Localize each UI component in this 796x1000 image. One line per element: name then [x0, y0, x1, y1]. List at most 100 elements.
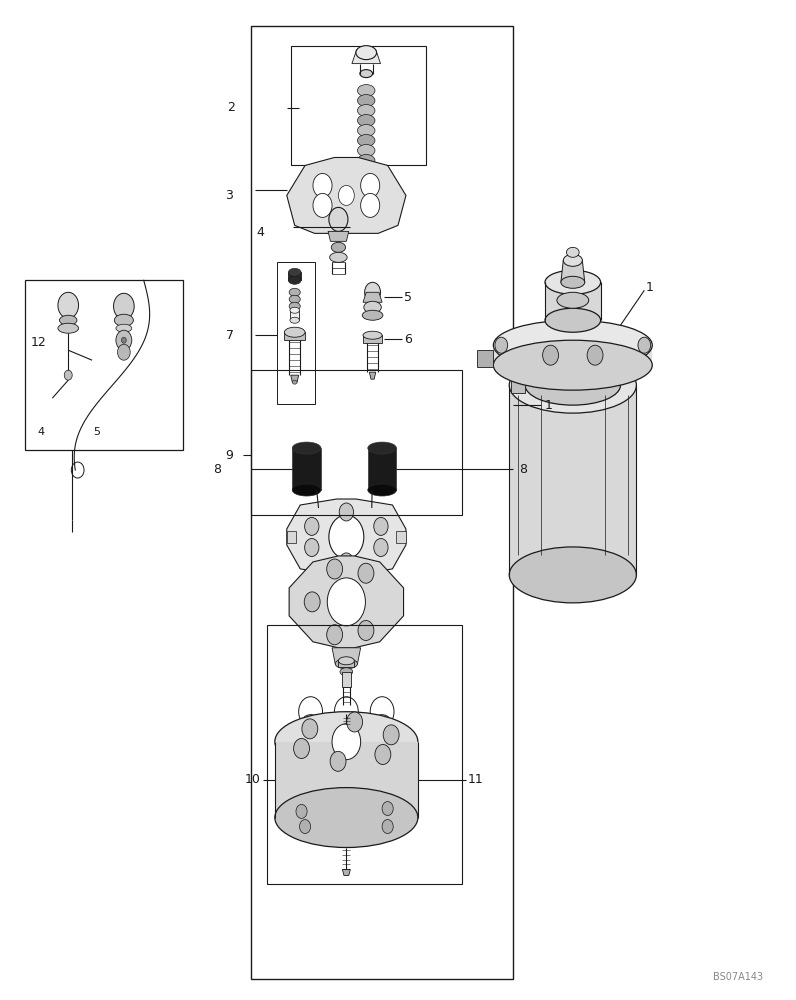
Circle shape — [370, 715, 394, 745]
Circle shape — [326, 559, 342, 579]
Circle shape — [353, 715, 377, 745]
Circle shape — [375, 745, 391, 764]
Polygon shape — [525, 365, 621, 385]
Circle shape — [313, 193, 332, 217]
Circle shape — [358, 621, 374, 640]
Circle shape — [299, 820, 310, 834]
Bar — [25, 280, 183, 450]
Ellipse shape — [292, 380, 297, 384]
Circle shape — [329, 207, 348, 231]
Polygon shape — [545, 282, 601, 320]
Ellipse shape — [275, 712, 418, 772]
Polygon shape — [342, 869, 350, 875]
Circle shape — [358, 563, 374, 583]
Ellipse shape — [288, 268, 301, 276]
Ellipse shape — [275, 788, 418, 848]
Polygon shape — [368, 448, 396, 490]
Text: 12: 12 — [31, 336, 47, 349]
Ellipse shape — [340, 668, 353, 676]
Ellipse shape — [289, 295, 300, 303]
Bar — [251, 370, 462, 515]
Circle shape — [298, 715, 322, 745]
Ellipse shape — [335, 594, 357, 604]
Ellipse shape — [545, 270, 601, 294]
Polygon shape — [363, 335, 382, 343]
Circle shape — [334, 697, 358, 727]
Ellipse shape — [58, 323, 79, 333]
Text: 8: 8 — [213, 463, 221, 476]
Circle shape — [326, 625, 342, 645]
Ellipse shape — [331, 242, 345, 252]
Ellipse shape — [357, 135, 375, 146]
Bar — [291, 46, 426, 165]
Ellipse shape — [290, 307, 299, 313]
Ellipse shape — [60, 315, 77, 325]
Circle shape — [305, 539, 319, 556]
Ellipse shape — [494, 340, 652, 390]
Polygon shape — [287, 499, 406, 575]
Polygon shape — [287, 531, 296, 543]
Circle shape — [116, 330, 132, 350]
Circle shape — [347, 712, 362, 732]
Circle shape — [296, 804, 307, 818]
Polygon shape — [288, 272, 301, 280]
Polygon shape — [341, 672, 351, 687]
Ellipse shape — [116, 324, 132, 332]
Circle shape — [495, 337, 508, 353]
Circle shape — [122, 337, 127, 343]
Circle shape — [543, 345, 559, 365]
Circle shape — [316, 715, 340, 745]
Ellipse shape — [289, 288, 300, 296]
Ellipse shape — [357, 144, 375, 156]
Ellipse shape — [494, 320, 652, 370]
Circle shape — [332, 724, 361, 760]
Polygon shape — [511, 375, 525, 393]
Text: 2: 2 — [227, 101, 235, 114]
Polygon shape — [396, 531, 406, 543]
Ellipse shape — [561, 276, 585, 288]
Text: 3: 3 — [225, 189, 233, 202]
Circle shape — [339, 553, 353, 571]
Ellipse shape — [525, 345, 621, 385]
Ellipse shape — [357, 154, 375, 166]
Text: 7: 7 — [225, 329, 233, 342]
Ellipse shape — [567, 247, 579, 257]
Ellipse shape — [360, 70, 373, 78]
Text: 1: 1 — [646, 281, 654, 294]
Circle shape — [638, 337, 650, 353]
Polygon shape — [369, 372, 376, 379]
Polygon shape — [338, 661, 354, 667]
Ellipse shape — [557, 292, 589, 308]
Circle shape — [327, 578, 365, 626]
Text: 1: 1 — [545, 399, 553, 412]
Ellipse shape — [357, 95, 375, 107]
Circle shape — [382, 802, 393, 816]
Ellipse shape — [330, 252, 347, 262]
Ellipse shape — [564, 254, 583, 266]
Text: 8: 8 — [520, 463, 528, 476]
Circle shape — [374, 539, 388, 556]
Bar — [277, 262, 314, 404]
Polygon shape — [494, 345, 652, 365]
Polygon shape — [291, 375, 298, 382]
Text: BS07A143: BS07A143 — [713, 972, 763, 982]
Circle shape — [298, 697, 322, 727]
Circle shape — [338, 185, 354, 205]
Circle shape — [114, 293, 135, 319]
Circle shape — [294, 739, 310, 758]
Circle shape — [302, 719, 318, 739]
Polygon shape — [289, 556, 404, 648]
Ellipse shape — [284, 327, 305, 337]
Text: 4: 4 — [256, 226, 264, 239]
Circle shape — [329, 515, 364, 559]
Ellipse shape — [357, 125, 375, 137]
Circle shape — [382, 820, 393, 834]
Ellipse shape — [338, 657, 354, 665]
Circle shape — [370, 697, 394, 727]
Circle shape — [353, 733, 377, 763]
Ellipse shape — [363, 331, 382, 339]
Polygon shape — [292, 448, 321, 490]
Ellipse shape — [357, 115, 375, 127]
Circle shape — [58, 292, 79, 318]
Text: 5: 5 — [93, 427, 100, 437]
